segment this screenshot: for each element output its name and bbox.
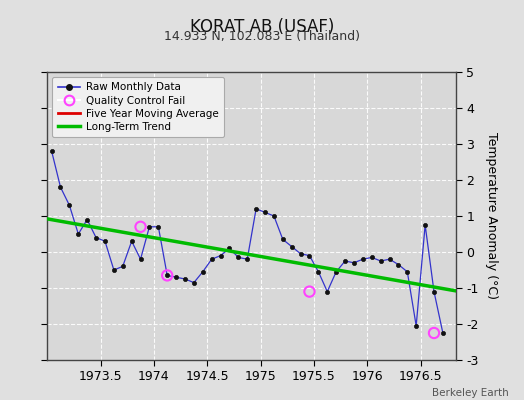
Point xyxy=(305,288,314,295)
Legend: Raw Monthly Data, Quality Control Fail, Five Year Moving Average, Long-Term Tren: Raw Monthly Data, Quality Control Fail, … xyxy=(52,77,224,137)
Text: Berkeley Earth: Berkeley Earth xyxy=(432,388,508,398)
Text: KORAT AB (USAF): KORAT AB (USAF) xyxy=(190,18,334,36)
Point xyxy=(163,272,171,278)
Point xyxy=(136,224,145,230)
Text: 14.933 N, 102.083 E (Thailand): 14.933 N, 102.083 E (Thailand) xyxy=(164,30,360,43)
Y-axis label: Temperature Anomaly (°C): Temperature Anomaly (°C) xyxy=(485,132,498,300)
Point xyxy=(430,330,438,336)
